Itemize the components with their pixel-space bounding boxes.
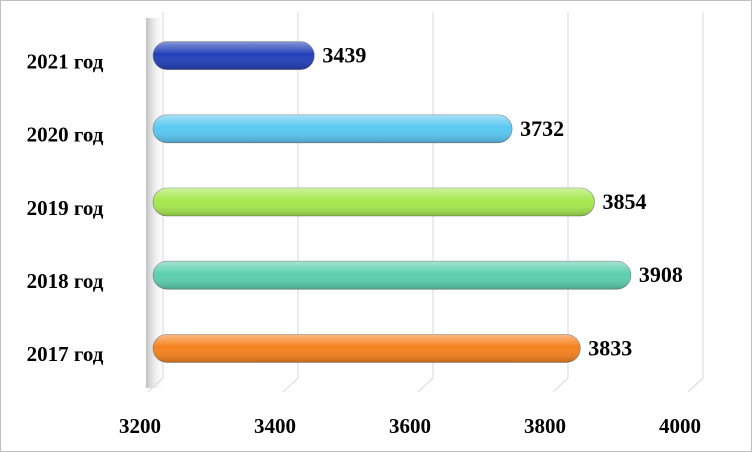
bar-shine [153, 114, 513, 143]
x-tick-label: 3200 [119, 414, 161, 438]
category-label: 2020 год [27, 123, 104, 147]
value-label: 3908 [639, 262, 683, 287]
x-tick-label: 4000 [659, 414, 701, 438]
grid-line [552, 12, 569, 393]
value-label: 3833 [588, 335, 632, 360]
x-tick-label: 3800 [524, 414, 566, 438]
bar-shine [153, 188, 595, 216]
value-label: 3854 [602, 189, 646, 214]
category-label: 2018 год [27, 269, 104, 293]
x-tick-label: 3600 [389, 414, 431, 438]
bar-shine [153, 41, 315, 70]
value-label: 3439 [322, 43, 366, 68]
category-label: 2021 год [27, 49, 104, 73]
bar-shine [153, 334, 581, 363]
bar-shine [153, 261, 631, 290]
category-label: 2019 год [27, 196, 104, 220]
category-label: 2017 год [27, 342, 104, 366]
value-label: 3732 [520, 116, 564, 141]
grid-line [687, 12, 704, 393]
x-tick-label: 3400 [254, 414, 296, 438]
